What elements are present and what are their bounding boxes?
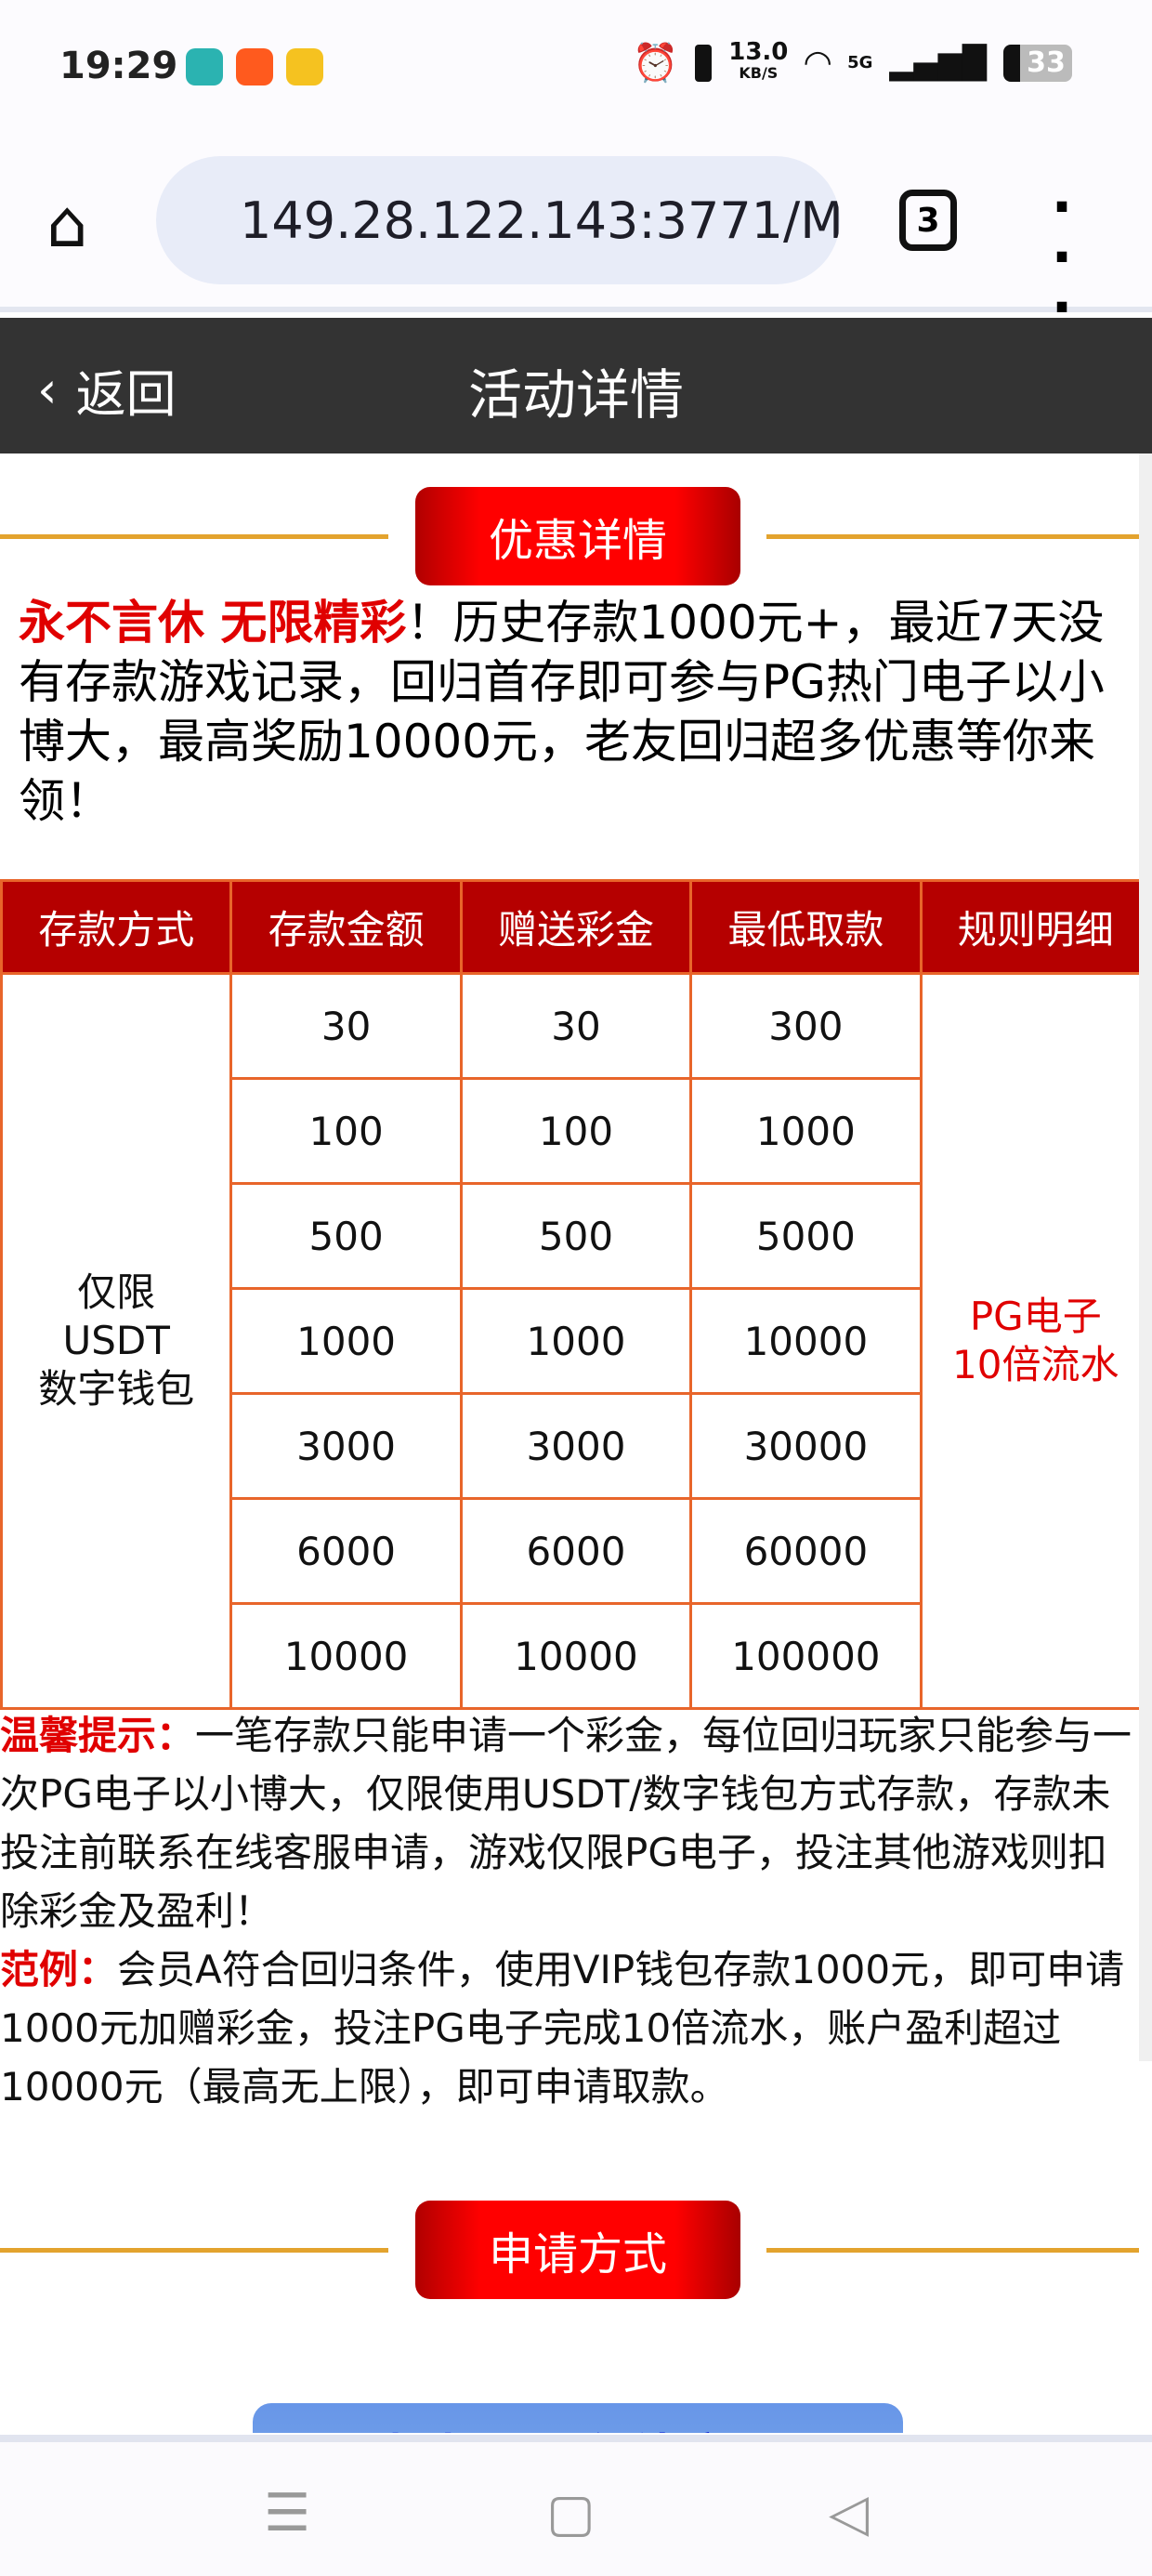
divider [0,534,388,539]
section-title: 申请方式 [415,2201,740,2299]
table-row: 1000 1000 10000 [2,1287,1140,1395]
table-cell: 10000 [459,1602,693,1710]
table-cell: 1000 [689,1077,923,1185]
browser-toolbar: ⌂ 149.28.122.143:3771/M 3 · · · [0,149,1152,335]
table-cell: 3000 [459,1392,693,1500]
table-cell: 60000 [689,1497,923,1605]
table-row: 仅限 USDT 数字钱包 30 30 300 PG电子 10倍流水 [0,972,1139,1710]
net-unit: KB/S [739,64,779,82]
section-heading-apply: 申请方式 [0,2201,1139,2303]
clock: 19:29 [59,45,178,87]
more-menu-icon[interactable]: · · · [1051,175,1073,340]
intro-text: 永不言休 无限精彩！历史存款1000元+，最近7天没有存款游戏记录，回归首存即可… [19,593,1130,831]
page-header: ‹ 返回 活动详情 [0,318,1152,453]
table-row: 100 100 1000 [2,1077,1140,1185]
table-cell: 5000 [689,1182,923,1290]
content: 优惠详情 永不言休 无限精彩！历史存款1000元+，最近7天没有存款游戏记录，回… [0,453,1139,2433]
system-nav-bar: ☰ ▢ ◁ [0,2435,1152,2576]
url-text: 149.28.122.143:3771/M [240,191,840,250]
table-cell: 30 [459,972,693,1080]
table-cell: 30000 [689,1392,923,1500]
notes: 温馨提示：一笔存款只能申请一个彩金，每位回归玩家只能参与一次PG电子以小博大，仅… [0,1706,1139,2116]
table-cell: 100000 [689,1602,923,1710]
page-title: 活动详情 [467,363,684,427]
table-cell: 10000 [229,1602,463,1710]
column-header: 最低取款 [689,879,923,975]
table-row: 10000 10000 100000 [2,1602,1140,1710]
scrollbar[interactable] [1139,453,1152,2061]
vibrate-icon [695,44,713,82]
table-cell: 1000 [459,1287,693,1395]
tencent-video-icon [286,48,323,85]
contact-support-button[interactable]: 点击联系在线客服 [253,2403,903,2433]
status-bar: 19:29 ⏰ 13.0 KB/S ◠ 5G ▂▄▆█ 33 [0,0,1152,149]
boss-zhipin-icon [186,48,223,85]
signal-icon: ▂▄▆█ [889,44,987,82]
table-row: 6000 6000 60000 [2,1497,1140,1605]
back-label: 返回 [75,365,177,424]
tip-text: 一笔存款只能申请一个彩金，每位回归玩家只能参与一次PG电子以小博大，仅限使用US… [0,1713,1132,1934]
table-row: 3000 3000 30000 [2,1392,1140,1500]
section-title: 优惠详情 [415,487,740,585]
table-cell: 6000 [459,1497,693,1605]
table-cell: 500 [229,1182,463,1290]
table-cell: 500 [459,1182,693,1290]
column-header: 存款金额 [229,879,463,975]
58-tongcheng-icon [236,48,273,85]
section-heading-details: 优惠详情 [0,487,1139,589]
column-header: 规则明细 [919,879,1139,975]
column-header: 赠送彩金 [459,879,693,975]
chevron-left-icon: ‹ [37,361,58,419]
table-cell: 6000 [229,1497,463,1605]
tip-label: 温馨提示： [0,1713,196,1758]
example-text: 会员A符合回归条件，使用VIP钱包存款1000元，即可申请1000元加赠彩金，投… [0,1947,1125,2109]
alarm-icon: ⏰ [632,42,679,85]
url-bar[interactable]: 149.28.122.143:3771/M [156,156,840,284]
home-icon[interactable]: ⌂ [46,186,88,262]
menu-icon[interactable]: ☰ [264,2483,311,2543]
table-cell: 10000 [689,1287,923,1395]
network-type: 5G [847,53,873,72]
table-cell: 1000 [229,1287,463,1395]
intro-body: ！历史存款1000元+，最近7天没有存款游戏记录，回归首存即可参与PG热门电子以… [19,596,1105,828]
column-header: 存款方式 [0,879,233,975]
tab-switcher-button[interactable]: 3 [899,190,957,251]
example-label: 范例： [0,1947,118,1992]
divider [766,2248,1139,2253]
deposit-method-cell: 仅限 USDT 数字钱包 [0,972,233,1710]
table-cell: 30 [229,972,463,1080]
table-cell: 3000 [229,1392,463,1500]
back-triangle-icon[interactable]: ◁ [829,2483,870,2543]
table-cell: 100 [229,1077,463,1185]
table-cell: 100 [459,1077,693,1185]
battery-icon: 33 [1003,44,1072,82]
net-speed: 13.0 [728,38,789,66]
divider [0,2248,388,2253]
wifi-icon: ◠ [805,44,831,82]
table-row: 500 500 5000 [2,1182,1140,1290]
table-cell: 300 [689,972,923,1080]
home-square-icon[interactable]: ▢ [546,2483,596,2543]
rule-cell: PG电子 10倍流水 [919,972,1139,1710]
back-button[interactable]: ‹ 返回 [37,353,177,427]
divider [766,534,1139,539]
bonus-table: 存款方式 存款金额 赠送彩金 最低取款 规则明细 仅限 USDT 数字钱包 30 3… [0,879,1139,1710]
intro-highlight: 永不言休 无限精彩 [19,596,407,650]
